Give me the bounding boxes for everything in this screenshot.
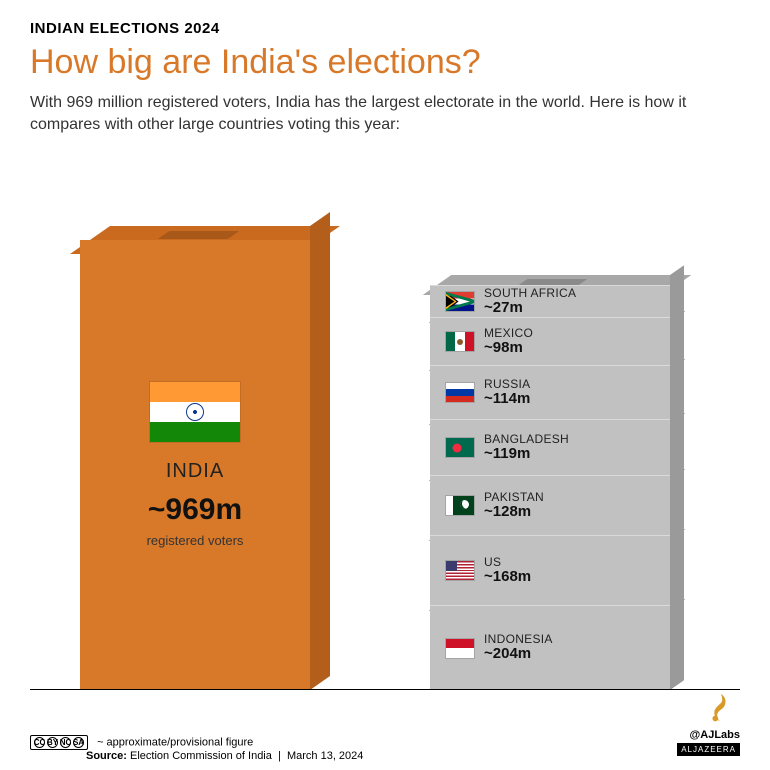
seg-front: US~168m [430,535,670,605]
seg-front: SOUTH AFRICA~27m [430,285,670,317]
india-sub: registered voters [147,533,244,548]
seg-front: MEXICO~98m [430,317,670,365]
india-box-slot [158,231,239,239]
india-box-side [310,212,330,690]
india-flag-icon [150,382,240,442]
stack-segment: PAKISTAN~128m [430,475,670,535]
stack-segment: US~168m [430,535,670,605]
country-name: BANGLADESH [484,433,569,446]
baseline [30,689,740,690]
india-name: INDIA [166,460,224,483]
headline: How big are India's elections? [30,43,740,82]
country-value: ~114m [484,391,530,408]
country-name: RUSSIA [484,378,530,391]
country-value: ~98m [484,340,533,357]
country-name: MEXICO [484,327,533,340]
footer: CC BY NC SA ~ approximate/provisional fi… [30,735,740,762]
source-text: Election Commission of India [130,750,272,762]
footnote-line: CC BY NC SA ~ approximate/provisional fi… [30,735,740,750]
stack-segment: BANGLADESH~119m [430,419,670,475]
stack-segment: RUSSIA~114m [430,365,670,419]
country-value: ~204m [484,646,553,663]
footnote: ~ approximate/provisional figure [97,736,253,748]
stack-segment: MEXICO~98m [430,317,670,365]
india-box-front: INDIA ~969m registered voters [80,240,310,690]
mx-flag-icon [446,332,474,351]
india-value: ~969m [148,493,242,527]
india-ballot-box: INDIA ~969m registered voters [80,240,310,690]
country-value: ~27m [484,300,576,317]
aljazeera-logo-icon [702,690,740,728]
handle: @AJLabs [677,729,740,741]
comparison-stack: INDONESIA~204mUS~168mPAKISTAN~128mBANGLA… [430,285,670,690]
country-name: US [484,556,531,569]
stack-segment: SOUTH AFRICA~27m [430,285,670,317]
seg-front: INDONESIA~204m [430,605,670,690]
id-flag-icon [446,639,474,658]
infographic-root: INDIAN ELECTIONS 2024 How big are India'… [0,0,770,770]
country-name: SOUTH AFRICA [484,287,576,300]
cc-badge-icon: CC BY NC SA [30,735,88,750]
country-value: ~119m [484,446,569,463]
source-date: March 13, 2024 [287,750,363,762]
stack-segment: INDONESIA~204m [430,605,670,690]
chart-area: INDIA ~969m registered voters INDONESIA~… [30,165,740,690]
bd-flag-icon [446,438,474,457]
seg-front: BANGLADESH~119m [430,419,670,475]
us-flag-icon [446,561,474,580]
kicker: INDIAN ELECTIONS 2024 [30,20,740,37]
dek: With 969 million registered voters, Indi… [30,92,710,135]
country-name: PAKISTAN [484,491,544,504]
source-line: Source: Election Commission of India | M… [86,750,740,762]
country-value: ~128m [484,504,544,521]
pk-flag-icon [446,496,474,515]
seg-front: PAKISTAN~128m [430,475,670,535]
country-value: ~168m [484,569,531,586]
ru-flag-icon [446,383,474,402]
seg-front: RUSSIA~114m [430,365,670,419]
sa-flag-icon [446,292,474,311]
credits: @AJLabs ALJAZEERA [677,729,740,756]
brand-badge: ALJAZEERA [677,743,740,756]
